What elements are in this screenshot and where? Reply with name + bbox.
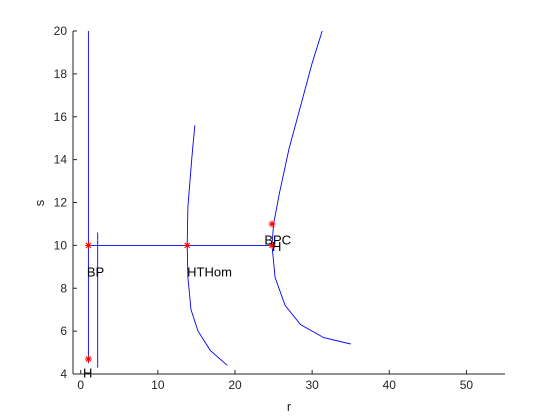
bifurcation-point-marker (84, 355, 92, 363)
annotation-label: BPC (264, 232, 291, 247)
y-tick-label: 4 (60, 367, 67, 381)
x-tick-label: 40 (383, 378, 397, 392)
x-axis-label: r (287, 399, 292, 414)
bifurcation-point-marker (183, 241, 191, 249)
y-tick-label: 10 (54, 238, 68, 252)
bifurcation-point-marker (84, 241, 92, 249)
bifurcation-point-marker (268, 241, 276, 249)
markers-layer (84, 220, 276, 363)
y-tick-label: 12 (54, 196, 68, 210)
annotation-label: H (272, 239, 281, 254)
curve-5 (271, 30, 351, 345)
bifurcation-point-marker (268, 220, 276, 228)
x-tick-label: 10 (151, 378, 165, 392)
y-tick-label: 8 (60, 281, 67, 295)
y-axis-label: s (32, 199, 47, 206)
x-tick-label: 30 (305, 378, 319, 392)
y-tick-label: 6 (60, 324, 67, 338)
y-tick-label: 18 (54, 67, 68, 81)
y-tick-label: 14 (54, 153, 68, 167)
x-tick-label: 50 (460, 378, 474, 392)
axes-layer: 0 10 20 30 40 50 4 6 8 10 12 14 16 18 20 (54, 24, 505, 392)
annotation-label: HTHom (187, 265, 232, 280)
plot-background (73, 31, 505, 374)
curve-4 (186, 125, 228, 366)
y-tick-label: 20 (54, 24, 68, 38)
curves-layer (87, 30, 351, 368)
y-tick-label: 16 (54, 110, 68, 124)
x-tick-label: 20 (228, 378, 242, 392)
annotation-label: H (83, 365, 92, 380)
annotation-label: BP (87, 265, 104, 280)
x-tick-label: 0 (77, 378, 84, 392)
